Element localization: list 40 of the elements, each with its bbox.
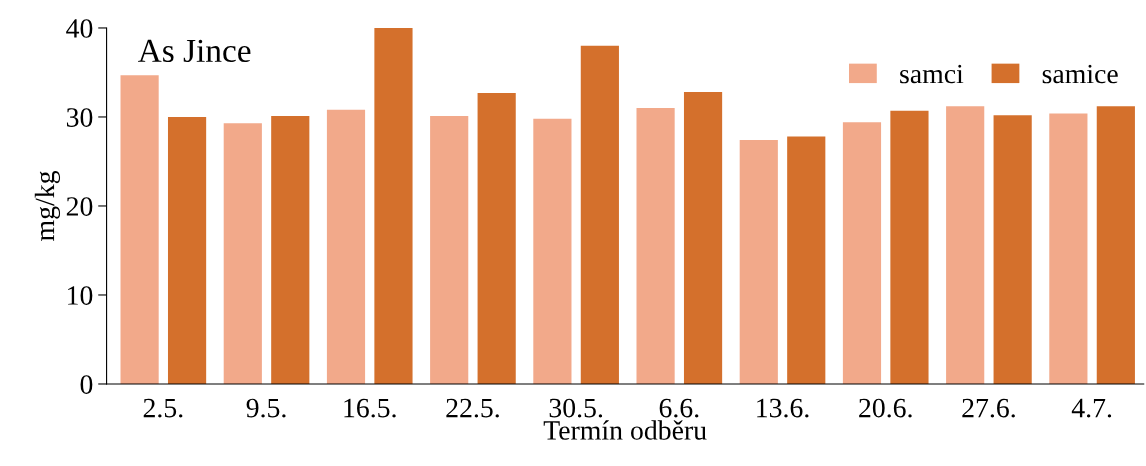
x-tick-label: 16.5. [344,398,396,418]
y-tick-label: 20 [66,197,93,216]
y-tick-label: 0 [80,375,93,394]
bar [787,136,826,384]
bar [223,123,262,384]
x-tick-label: 27.6. [962,398,1015,418]
bar [946,106,985,384]
bar [993,115,1032,384]
x-tick-label: 4.7. [1071,398,1112,418]
bar [120,75,159,384]
y-tick-label: 30 [66,108,93,127]
bar [167,116,207,384]
bar [430,116,469,384]
x-tick-label: 9.5. [246,398,286,418]
x-axis-title: Termín odběru [543,420,707,440]
x-tick-label: 6.6. [659,398,699,418]
bar [1049,113,1088,384]
bar [683,92,723,384]
x-tick-label: 22.5. [446,398,499,418]
bar [374,27,413,384]
bar [636,108,675,384]
x-tick-label: 13.6. [757,398,809,418]
y-tick-label: 40 [66,19,93,38]
x-tick-label: 30.5. [549,398,603,418]
y-tick-label: 10 [68,286,93,305]
y-axis-title: mg/kg [34,171,61,241]
legend-label: samice [1042,64,1118,84]
chart-title: As Jince [138,39,251,63]
bar [580,45,619,384]
bar [1096,106,1135,384]
bar [533,118,572,384]
x-tick-label: 2.5. [143,398,183,418]
bar [739,140,778,384]
bar [326,109,366,384]
bar [842,122,882,384]
x-tick-label: 20.6. [859,398,912,418]
legend-label: samci [900,64,964,84]
bar [890,110,929,384]
bar [477,92,516,384]
bar [271,116,310,384]
